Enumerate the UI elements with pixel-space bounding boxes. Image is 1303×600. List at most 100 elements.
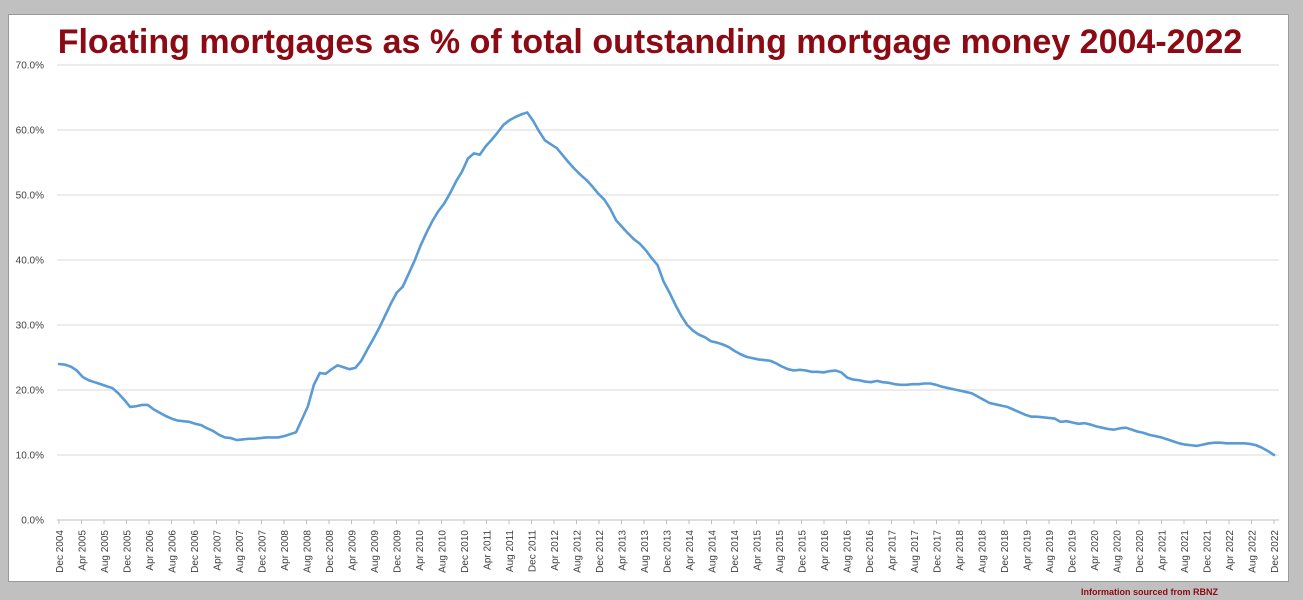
x-tick-label: Aug 2016 (843, 530, 854, 573)
x-tick-label: Apr 2018 (955, 530, 966, 571)
data-point (1059, 420, 1062, 423)
data-point (964, 390, 967, 393)
data-point (787, 368, 789, 371)
data-point (970, 392, 973, 395)
data-point (692, 329, 695, 332)
y-axis-ticks: 0.0% 10.0% 20.0% 30.0% 40.0% 50.0% 60.0% 70.0% (16, 61, 44, 527)
data-point (437, 210, 440, 213)
data-point (58, 363, 60, 365)
data-point (739, 353, 742, 356)
x-tick-label: Apr 2019 (1023, 530, 1034, 571)
x-tick-label: Dec 2020 (1135, 530, 1146, 573)
data-point (170, 417, 173, 420)
data-point (520, 113, 523, 116)
data-point (395, 291, 398, 294)
data-point (555, 147, 558, 150)
x-tick-label: Aug 2018 (978, 530, 989, 573)
data-point (887, 381, 890, 384)
data-point (295, 431, 298, 434)
x-tick-label: Dec 2006 (190, 530, 201, 573)
data-point (241, 438, 244, 441)
data-point (1000, 404, 1003, 407)
data-point (1237, 442, 1240, 445)
x-tick-label: Dec 2017 (933, 530, 944, 573)
data-point (615, 219, 618, 222)
data-point (686, 324, 689, 326)
x-tick-label: Aug 2011 (505, 530, 516, 573)
data-point (1154, 435, 1157, 438)
y-tick-label: 30.0% (16, 321, 44, 332)
data-point (99, 383, 102, 386)
x-tick-label: Apr 2005 (78, 530, 89, 571)
series-layer (57, 111, 1276, 457)
x-tick-label: Dec 2008 (325, 530, 336, 573)
data-point (176, 419, 179, 422)
data-point (644, 249, 647, 252)
data-point (1053, 417, 1056, 420)
data-point (289, 433, 292, 436)
x-tick-label: Dec 2013 (663, 530, 674, 573)
y-tick-label: 60.0% (16, 126, 44, 137)
data-point (1077, 422, 1080, 425)
data-point (407, 272, 410, 275)
x-tick-label: Aug 2014 (708, 530, 719, 573)
data-point (1118, 427, 1121, 430)
data-point (336, 364, 339, 367)
data-point (769, 359, 772, 362)
line-chart: Floating mortgages as % of total outstan… (16, 23, 1281, 573)
data-point (1207, 442, 1210, 445)
x-tick-label: Aug 2019 (1045, 530, 1056, 573)
data-point (383, 314, 386, 317)
data-point (212, 429, 215, 432)
data-point (1255, 444, 1258, 447)
data-point (443, 202, 446, 205)
x-tick-label: Apr 2014 (685, 530, 696, 571)
data-point (1112, 428, 1115, 431)
data-point (466, 157, 469, 160)
data-point (994, 403, 997, 406)
data-point (781, 365, 784, 368)
x-tick-label: Aug 2020 (1113, 530, 1124, 573)
x-tick-label: Apr 2007 (213, 530, 224, 571)
data-point (1267, 450, 1270, 453)
x-tick-label: Dec 2014 (730, 530, 741, 573)
y-tick-label: 0.0% (21, 516, 44, 527)
data-point (549, 143, 552, 146)
data-point (852, 378, 855, 381)
data-point (1166, 438, 1169, 441)
x-tick-label: Apr 2013 (618, 530, 629, 571)
x-tick-label: Apr 2012 (550, 530, 561, 571)
data-point (152, 408, 155, 411)
data-point (1201, 443, 1204, 446)
data-point (271, 436, 274, 439)
x-tick-label: Aug 2012 (573, 530, 584, 573)
data-point (366, 348, 369, 351)
data-point (674, 303, 677, 306)
data-point (1130, 428, 1133, 431)
data-point (952, 388, 955, 391)
data-point (484, 145, 487, 148)
data-point (704, 336, 707, 339)
data-point (1047, 416, 1050, 419)
data-point (490, 138, 493, 141)
data-point (573, 168, 576, 170)
x-axis-ticks: Dec 2004 Apr 2005 Aug 2005 Dec 2005 Apr 2006… (55, 520, 1281, 573)
data-point (206, 427, 209, 430)
source-note: Information sourced from RBNZ (1080, 587, 1218, 597)
data-point (544, 139, 546, 142)
data-point (621, 225, 624, 228)
data-point (745, 355, 748, 358)
data-point (603, 198, 606, 201)
data-point (1030, 415, 1032, 418)
x-tick-label: Dec 2015 (798, 530, 809, 573)
data-point (140, 403, 143, 406)
data-point (378, 327, 381, 330)
data-point (893, 383, 896, 386)
data-point (1142, 431, 1145, 434)
x-tick-label: Dec 2012 (595, 530, 606, 573)
data-point (650, 257, 653, 260)
data-point (929, 382, 932, 385)
data-point (1261, 446, 1264, 449)
data-point (846, 376, 849, 379)
x-tick-label: Dec 2016 (865, 530, 876, 573)
